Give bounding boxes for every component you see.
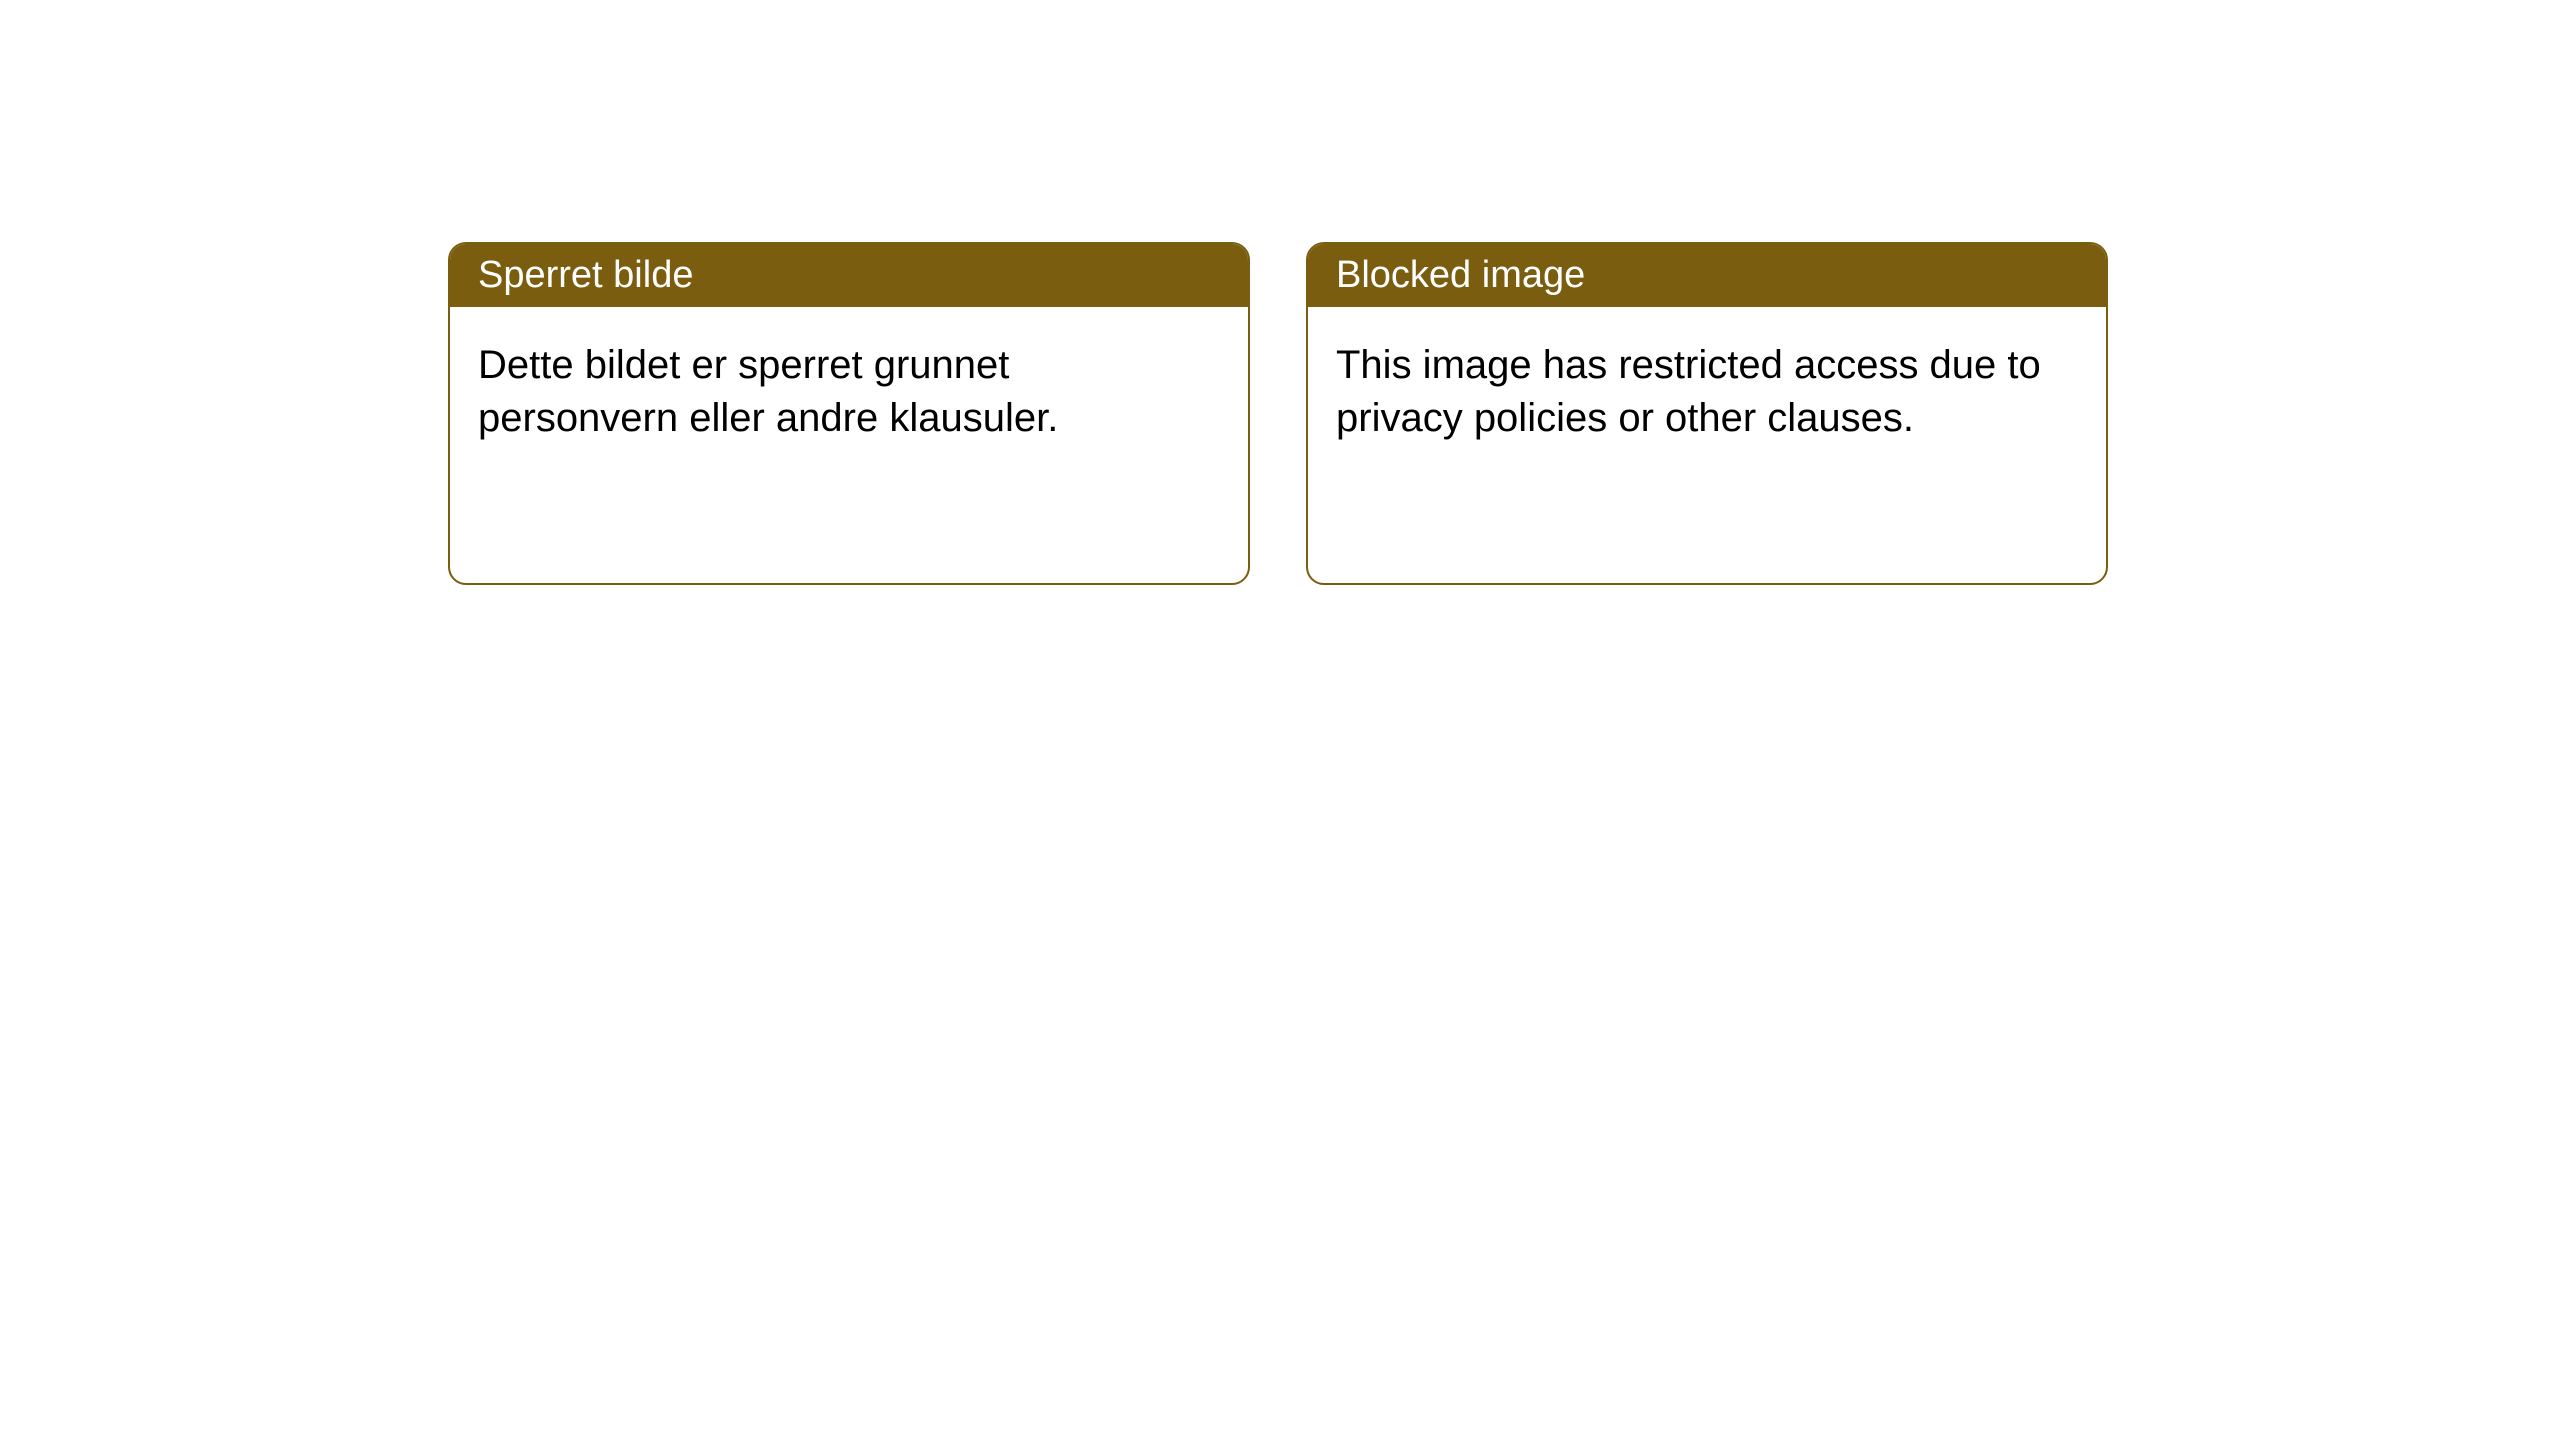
card-title: Blocked image [1336, 254, 1585, 296]
card-header: Blocked image [1308, 244, 2106, 307]
notice-cards-container: Sperret bilde Dette bildet er sperret gr… [448, 242, 2108, 585]
card-title: Sperret bilde [478, 254, 693, 296]
card-body-text: This image has restricted access due to … [1336, 343, 2041, 440]
card-header: Sperret bilde [450, 244, 1248, 307]
card-body: Dette bildet er sperret grunnet personve… [450, 307, 1248, 583]
card-body-text: Dette bildet er sperret grunnet personve… [478, 343, 1058, 440]
notice-card-english: Blocked image This image has restricted … [1306, 242, 2108, 585]
card-body: This image has restricted access due to … [1308, 307, 2106, 583]
notice-card-norwegian: Sperret bilde Dette bildet er sperret gr… [448, 242, 1250, 585]
